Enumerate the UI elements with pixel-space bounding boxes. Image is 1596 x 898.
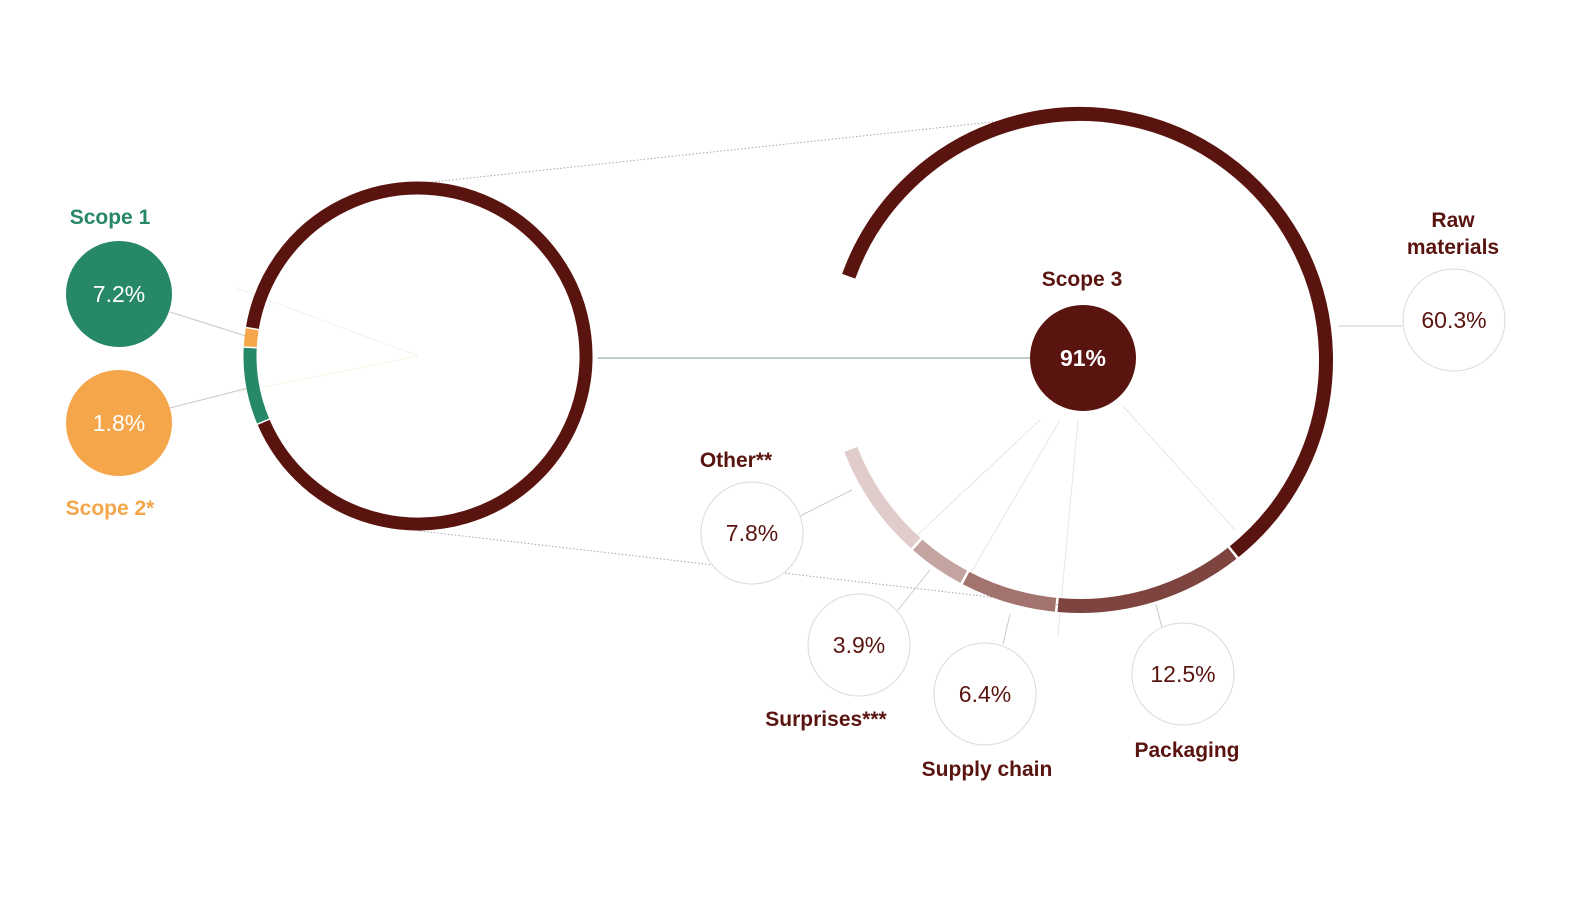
scope1-bubble-circle — [66, 241, 172, 347]
scope2-bubble-circle — [66, 370, 172, 476]
packaging-label: Packaging — [1134, 739, 1239, 762]
other-leader — [799, 489, 853, 517]
surprises-bubble-circle — [807, 593, 911, 697]
supply-chain-label: Supply chain — [922, 758, 1053, 781]
surprises-leader — [897, 569, 931, 611]
packaging-bubble-circle — [1131, 622, 1235, 726]
overall-separator-0 — [255, 417, 272, 426]
supply-chain-leader — [1002, 613, 1011, 645]
raw-materials-label-line: materials — [1407, 236, 1499, 259]
scope3-ray-3 — [1121, 404, 1236, 531]
surprises-bubble: 3.9% — [807, 593, 911, 697]
scope3-ray-0 — [911, 419, 1041, 541]
scope2-bubble-value: 1.8% — [93, 410, 145, 436]
scope3-ray-1 — [967, 419, 1061, 579]
scope2-ray — [237, 355, 419, 393]
raw-materials-bubble-circle — [1402, 268, 1506, 372]
scope3-slice-raw_materials — [842, 107, 1334, 558]
packaging-leader — [1155, 603, 1163, 629]
overall-slice-scope2 — [243, 327, 259, 348]
overall-slice-scope3 — [245, 181, 593, 531]
supply-chain-bubble: 6.4% — [933, 642, 1037, 746]
scope1-label: Scope 1 — [70, 206, 151, 229]
scope3-bubble: 91% — [1030, 305, 1136, 411]
category-labels: Scope 1 Scope 2* Scope 3 Other** Surprises**… — [66, 206, 1499, 781]
scope3-label: Scope 3 — [1042, 268, 1123, 291]
overall-separator-1 — [242, 346, 259, 349]
supply-chain-bubble-circle — [933, 642, 1037, 746]
scope3-bubble-circle — [1030, 305, 1136, 411]
scope1-bubble-value: 7.2% — [93, 281, 145, 307]
supply-chain-bubble-value: 6.4% — [959, 681, 1011, 707]
scope3-donut — [842, 107, 1334, 613]
scope2-leader — [169, 387, 249, 409]
value-bubbles: 7.2% 1.8% 91% 60.3% 12.5% 6.4% 3.9% 7.8% — [66, 241, 1506, 746]
overall-slice-scope1 — [243, 347, 270, 425]
raw-materials-bubble: 60.3% — [1402, 268, 1506, 372]
surprises-label: Surprises*** — [765, 708, 887, 731]
scope3-slice-other — [844, 446, 921, 549]
other-bubble: 7.8% — [700, 481, 804, 585]
scope3-slice-surprises — [913, 539, 968, 583]
surprises-bubble-value: 3.9% — [833, 632, 885, 658]
scope2-bubble: 1.8% — [66, 370, 172, 476]
overall-donut — [242, 181, 593, 531]
other-bubble-value: 7.8% — [726, 520, 778, 546]
other-label: Other** — [700, 449, 773, 472]
scope1-bubble: 7.2% — [66, 241, 172, 347]
raw-materials-bubble-value: 60.3% — [1421, 307, 1486, 333]
scope3-slice-supply_chain — [962, 571, 1057, 612]
scope3-slice-packaging — [1057, 547, 1237, 613]
scope2-label: Scope 2* — [66, 497, 156, 520]
scope1-leader — [169, 311, 247, 337]
packaging-bubble-value: 12.5% — [1150, 661, 1215, 687]
raw-materials-label: Raw materials — [1407, 209, 1499, 259]
overall-separator-2 — [244, 326, 261, 331]
packaging-bubble: 12.5% — [1131, 622, 1235, 726]
raw-materials-label-line: Raw — [1431, 209, 1475, 232]
scope3-bubble-value: 91% — [1060, 345, 1106, 371]
zoom-line-top — [413, 112, 1077, 185]
other-bubble-circle — [700, 481, 804, 585]
